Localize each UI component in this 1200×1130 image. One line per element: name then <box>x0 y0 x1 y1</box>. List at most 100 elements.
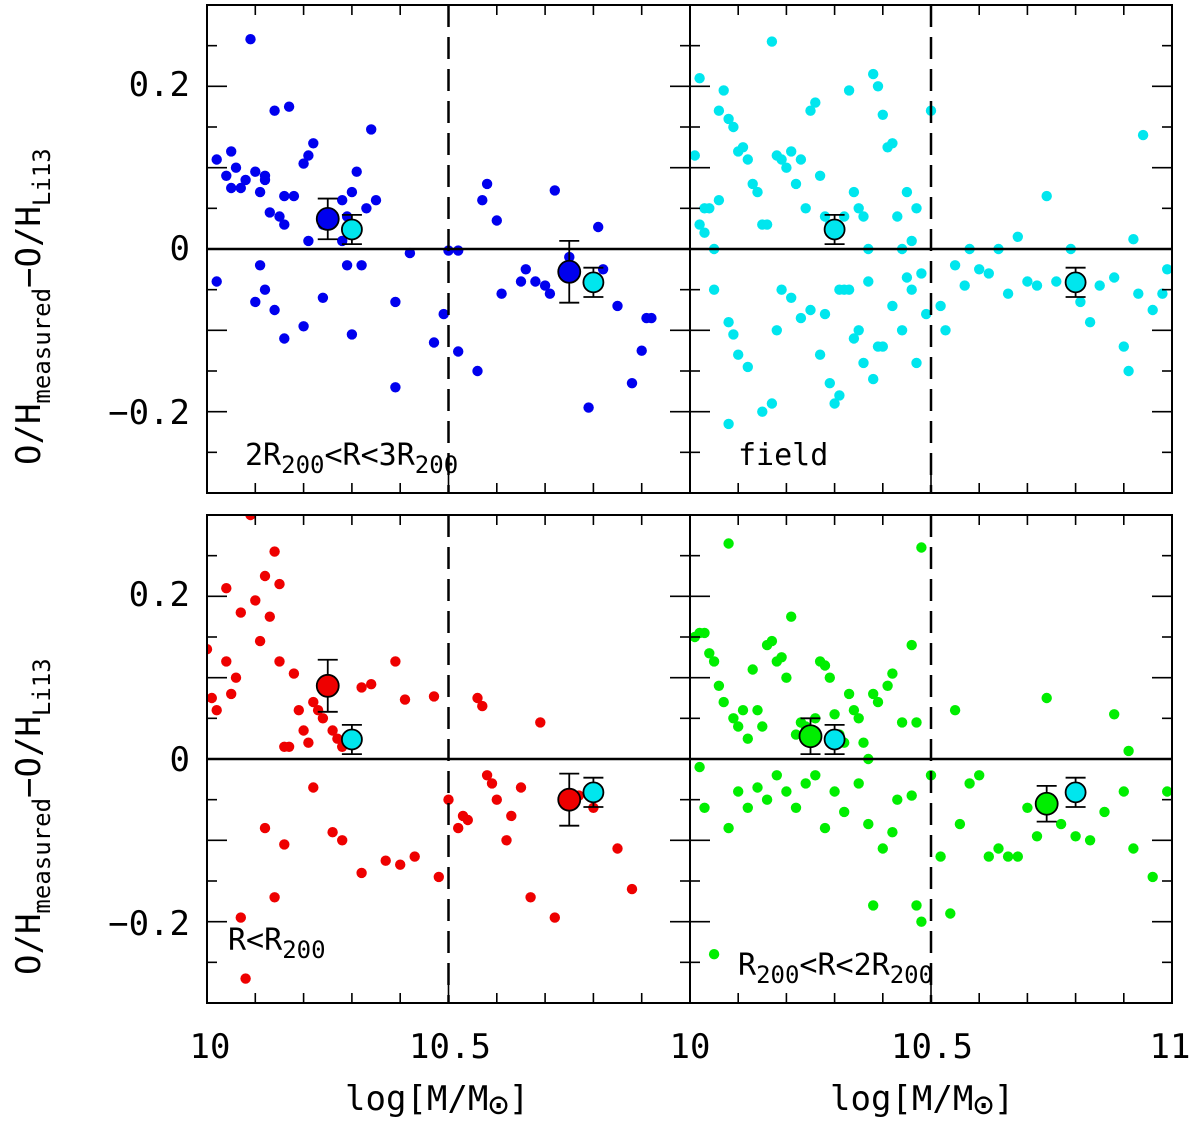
data-point <box>949 705 961 716</box>
data-point <box>892 211 903 222</box>
y-title-sub2: Li13 <box>28 658 56 716</box>
data-point <box>742 154 753 165</box>
data-point <box>824 378 835 389</box>
data-point <box>612 843 623 854</box>
mean-marker <box>557 772 582 827</box>
mean-marker <box>1034 784 1059 823</box>
data-point <box>207 644 213 655</box>
data-point <box>288 668 300 679</box>
y-tick-label: 0.2 <box>129 65 190 105</box>
data-point <box>356 867 367 879</box>
data-point <box>819 822 831 834</box>
data-point <box>742 361 753 373</box>
data-point <box>737 142 749 153</box>
panel-top-right <box>689 4 1173 494</box>
data-point <box>549 185 560 196</box>
data-point <box>1133 288 1144 299</box>
data-point <box>892 794 903 805</box>
y-tick-label: −0.2 <box>108 393 190 433</box>
data-point <box>332 733 343 744</box>
data-point <box>472 365 483 377</box>
data-point <box>993 843 1004 854</box>
annotation-main: field <box>738 438 828 473</box>
data-point <box>346 329 358 340</box>
data-point <box>279 190 290 202</box>
data-point <box>747 664 758 675</box>
data-point <box>795 312 807 324</box>
x-tick-label: 10.5 <box>409 1027 491 1067</box>
data-point <box>868 68 879 80</box>
y-tick-label: −0.2 <box>108 904 190 944</box>
annotation-sub: 200 <box>282 936 325 964</box>
data-point <box>694 73 705 84</box>
mean-point <box>315 673 340 698</box>
points-group <box>207 515 638 984</box>
mean-point <box>340 218 363 241</box>
data-point <box>1147 304 1158 316</box>
data-point <box>1070 831 1081 842</box>
data-point <box>708 656 720 667</box>
mean-point <box>340 728 363 751</box>
data-point <box>819 308 831 320</box>
data-point <box>351 166 362 177</box>
ticks-group <box>689 4 1173 494</box>
data-point <box>921 308 932 320</box>
panel-bottom-right <box>689 514 1173 1004</box>
data-point <box>327 827 338 838</box>
data-point <box>805 304 816 316</box>
data-point <box>805 105 816 116</box>
data-point <box>906 235 917 247</box>
data-point <box>530 276 541 287</box>
data-point <box>737 705 749 716</box>
data-point <box>781 162 792 173</box>
mean-marker <box>1064 776 1087 808</box>
panel-annotation-bottom-right: R200<R<2R200 <box>738 948 933 989</box>
data-point <box>954 818 966 830</box>
y-tick-label: 0 <box>170 740 190 780</box>
data-point <box>481 178 493 190</box>
mean-marker <box>315 197 340 241</box>
data-point <box>949 260 961 271</box>
annotation-mid: <R<2R <box>799 948 890 983</box>
data-point <box>327 725 338 736</box>
data-point <box>848 705 860 716</box>
data-point <box>1147 871 1158 883</box>
y-title-sub1: measured <box>28 798 56 914</box>
data-point <box>790 802 802 813</box>
data-point <box>974 264 985 275</box>
data-point <box>761 794 773 805</box>
data-point <box>843 284 855 295</box>
y-title-mid: −O/H <box>9 206 49 288</box>
x-title-sym: ⊙ <box>973 1085 993 1125</box>
data-point <box>288 190 300 202</box>
data-point <box>786 146 797 157</box>
panels-layer <box>206 4 1173 1004</box>
data-point <box>274 656 285 667</box>
data-point <box>226 182 237 194</box>
data-point <box>916 542 927 553</box>
mean-point <box>557 259 582 284</box>
data-point <box>1137 129 1149 141</box>
data-point <box>834 390 845 401</box>
data-point <box>911 717 922 728</box>
data-point <box>279 839 290 850</box>
data-point <box>356 260 367 271</box>
points-group <box>211 34 657 413</box>
data-point <box>207 692 217 704</box>
data-point <box>269 892 280 903</box>
data-point <box>901 186 913 198</box>
data-point <box>800 778 811 789</box>
data-point <box>704 203 715 214</box>
data-point <box>776 652 787 663</box>
x-tick-label: 10 <box>190 1027 231 1067</box>
x-title-end: ] <box>509 1079 529 1119</box>
mean-marker <box>1064 266 1087 298</box>
data-point <box>858 211 869 222</box>
data-point <box>626 883 638 895</box>
data-point <box>911 900 922 911</box>
mean-marker <box>340 723 363 756</box>
data-point <box>506 810 517 822</box>
data-point <box>1084 835 1096 846</box>
data-point <box>713 105 725 116</box>
data-point <box>708 949 720 960</box>
